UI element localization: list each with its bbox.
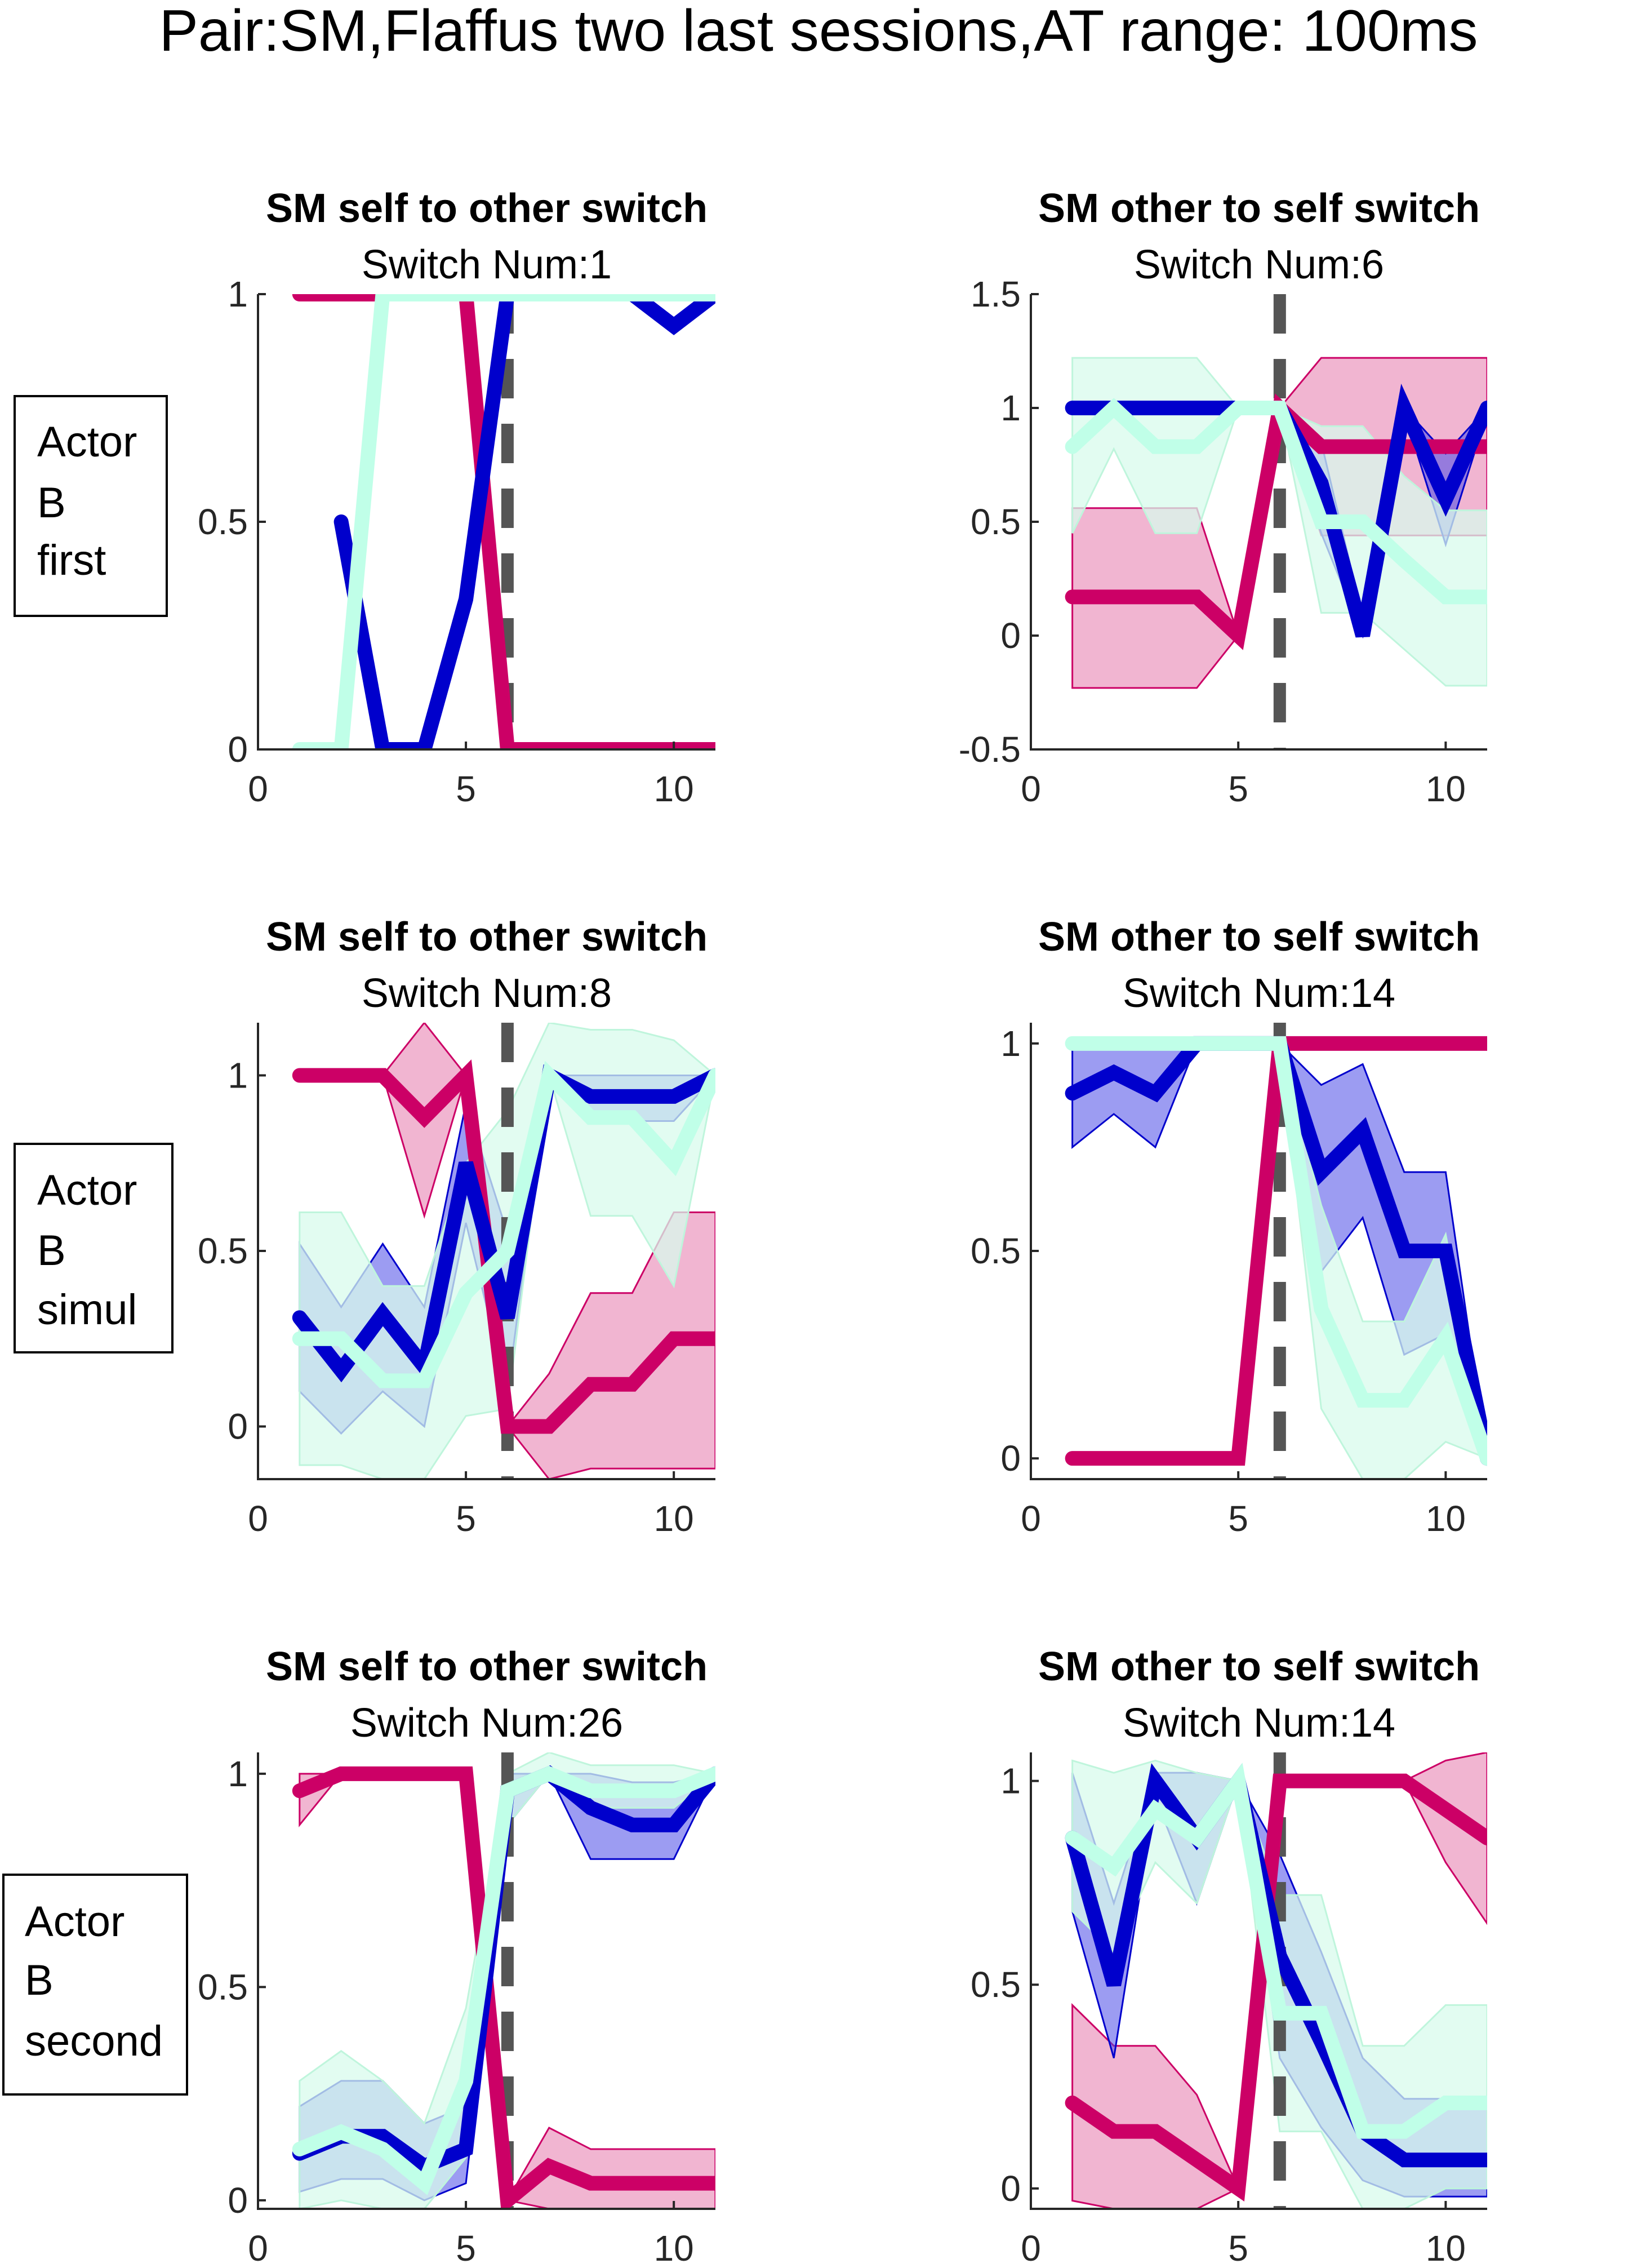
row-label-box-1: Actor B first [14, 395, 168, 617]
figure-suptitle: Pair:SM,Flaffus two last sessions,AT ran… [159, 0, 1478, 64]
row-label-line: Actor [25, 1898, 124, 1946]
row-label-line: B [37, 479, 66, 527]
panel-title: SM self to other switch [266, 186, 708, 231]
panel-subtitle: Switch Num:1 [362, 242, 612, 287]
y-tick-label: 1 [1000, 1761, 1021, 1801]
y-tick-label: -0.5 [959, 729, 1021, 770]
series-line-blue [333, 294, 715, 749]
series-line-mint [1065, 1763, 1487, 2139]
row-label-line: first [37, 536, 106, 584]
series-line-mint [292, 1765, 715, 2195]
x-tick-label: 0 [1021, 769, 1041, 809]
y-tick-label: 0 [1000, 2168, 1021, 2209]
plot-area [1065, 1752, 1487, 2209]
row-label-line: simul [37, 1286, 137, 1334]
panel-subtitle: Switch Num:14 [1123, 971, 1395, 1016]
panel-subtitle: Switch Num:26 [350, 1701, 623, 1746]
series-line-magenta [292, 1766, 715, 2209]
x-tick-label: 5 [1228, 1498, 1248, 1539]
row-label-box-2: Actor B simul [14, 1143, 174, 1353]
panel-title: SM self to other switch [266, 1644, 708, 1689]
row-label-frame [14, 1143, 174, 1353]
series-line-mint [1065, 1036, 1487, 1466]
y-tick-label: 0 [228, 729, 248, 770]
row-label-frame [14, 395, 168, 617]
plot-area [292, 294, 715, 749]
series-line-mint [1065, 398, 1487, 605]
x-tick-label: 10 [1426, 1498, 1466, 1539]
x-tick-label: 10 [654, 769, 694, 809]
y-tick-label: 1 [1000, 388, 1021, 428]
x-tick-label: 10 [1426, 769, 1466, 809]
x-tick-label: 5 [1228, 769, 1248, 809]
row-label-line: second [25, 2017, 163, 2065]
x-tick-label: 0 [1021, 2228, 1041, 2268]
panel-title: SM other to self switch [1038, 915, 1480, 960]
y-tick-label: 1 [228, 274, 248, 314]
x-tick-label: 5 [456, 2228, 476, 2268]
row-label-line: B [37, 1227, 66, 1275]
row-label-line: Actor [37, 418, 137, 466]
plot-area [292, 1023, 715, 1479]
panel-title: SM other to self switch [1038, 186, 1480, 231]
panel-subtitle: Switch Num:6 [1134, 242, 1384, 287]
y-tick-label: 1 [228, 1055, 248, 1095]
plot-area [292, 1752, 715, 2209]
plot-area [1065, 294, 1487, 749]
y-tick-label: 1 [1000, 1023, 1021, 1064]
series-band-magenta [1071, 1752, 1487, 2209]
y-tick-label: 0.5 [198, 1967, 248, 2007]
y-tick-label: 0.5 [198, 1231, 248, 1271]
x-tick-label: 0 [248, 769, 268, 809]
series-band-magenta [299, 1023, 715, 1479]
y-tick-label: 1 [228, 1754, 248, 1794]
series-line-mint [292, 294, 715, 749]
y-tick-label: 1.5 [971, 274, 1021, 314]
panel-title: SM other to self switch [1038, 1644, 1480, 1689]
series-line-blue [292, 1064, 715, 1384]
x-tick-label: 10 [654, 1498, 694, 1539]
x-tick-label: 5 [456, 1498, 476, 1539]
x-tick-label: 0 [1021, 1498, 1041, 1539]
row-label-box-3: Actor B second [2, 1874, 188, 2096]
panel-subtitle: Switch Num:8 [362, 971, 612, 1016]
y-tick-label: 0 [1000, 615, 1021, 656]
y-tick-label: 0 [228, 2180, 248, 2221]
row-label-line: B [25, 1956, 54, 2004]
series-line-mint [292, 1060, 715, 1388]
series-line-blue [1065, 1763, 1487, 2168]
x-tick-label: 0 [248, 2228, 268, 2268]
row-label-line: Actor [37, 1166, 137, 1214]
y-tick-label: 0.5 [971, 501, 1021, 542]
x-tick-label: 10 [1426, 2228, 1466, 2268]
y-tick-label: 0.5 [971, 1231, 1021, 1271]
series-line-magenta [292, 1059, 715, 1434]
row-label-frame [2, 1874, 188, 2096]
y-tick-label: 0.5 [971, 1964, 1021, 2005]
panel-subtitle: Switch Num:14 [1123, 1701, 1395, 1746]
y-tick-label: 0.5 [198, 501, 248, 542]
plot-area [1065, 1023, 1487, 1479]
panel-title: SM self to other switch [266, 915, 708, 960]
x-tick-label: 5 [1228, 2228, 1248, 2268]
x-tick-label: 0 [248, 1498, 268, 1539]
x-tick-label: 5 [456, 769, 476, 809]
x-tick-label: 10 [654, 2228, 694, 2268]
y-tick-label: 0 [1000, 1438, 1021, 1479]
series-line-magenta [1065, 1773, 1487, 2202]
y-tick-label: 0 [228, 1406, 248, 1447]
